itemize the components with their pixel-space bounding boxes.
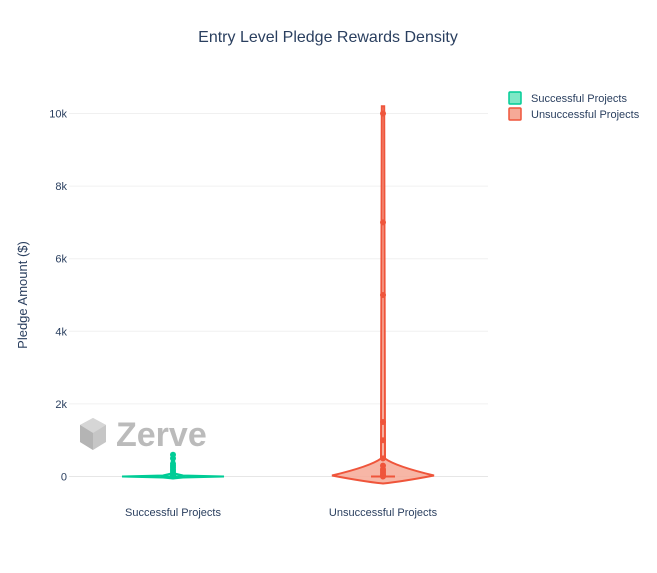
legend-swatch [508,107,522,121]
y-tick-label: 2k [55,399,67,411]
violin-successful [121,451,225,480]
data-point [380,219,386,226]
y-axis-title: Pledge Amount ($) [15,241,30,349]
y-tick-label: 0 [61,472,67,484]
data-point [380,110,386,117]
y-tick-label: 4k [55,326,67,338]
data-point [380,437,386,444]
chart-title: Entry Level Pledge Rewards Density [198,29,458,46]
x-axis-ticks: Successful Projects Unsuccessful Projects [125,507,438,519]
y-tick-label: 6k [55,254,67,266]
data-point [380,455,386,462]
y-axis-ticks: 0 2k 4k 6k 8k 10k [49,109,67,484]
legend-label: Successful Projects [531,93,627,105]
x-tick-label: Successful Projects [125,507,221,519]
y-tick-label: 10k [49,109,67,121]
data-point [170,451,176,458]
legend-swatch [508,91,522,105]
data-point [380,419,386,426]
violin-unsuccessful [331,105,435,485]
data-point [170,460,176,467]
x-tick-label: Unsuccessful Projects [329,507,438,519]
y-tick-label: 8k [55,181,67,193]
zerve-logo-icon [80,418,106,450]
watermark: Zerve [80,416,207,454]
legend-label: Unsuccessful Projects [531,109,640,121]
data-point [380,292,386,298]
watermark-text: Zerve [116,416,207,454]
violins [121,105,435,485]
legend: Successful Projects Unsuccessful Projects [508,91,640,121]
data-point [380,462,386,469]
